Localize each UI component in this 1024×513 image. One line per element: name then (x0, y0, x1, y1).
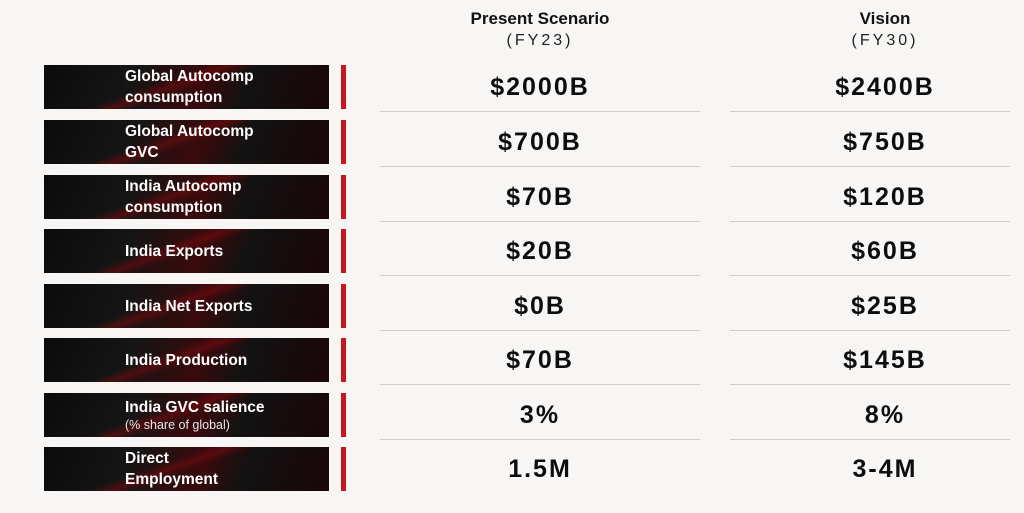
row-label-india-autocomp-consumption: India Autocomp consumption (44, 175, 329, 219)
row-accent-bar (341, 120, 346, 164)
row-label-global-autocomp-gvc: Global Autocomp GVC (44, 120, 329, 164)
row-divider (730, 275, 1010, 276)
row-label-india-exports: India Exports (44, 229, 329, 273)
row-divider (730, 330, 1010, 331)
vision-value-global-autocomp-consumption: $2400B (835, 72, 935, 101)
row-label-line1: India Autocomp (125, 178, 242, 195)
vision-value-india-autocomp-consumption: $120B (843, 182, 927, 211)
vision-period: (FY30) (851, 32, 919, 49)
row-accent-bar (341, 284, 346, 328)
vision-value-direct-employment: 3-4M (852, 454, 918, 483)
row-divider (730, 221, 1010, 222)
row-divider (380, 330, 700, 331)
row-label-line1: Global Autocomp (125, 123, 254, 140)
row-label-line1: Direct (125, 450, 169, 467)
row-label-line1: Global Autocomp (125, 68, 254, 85)
vision-value-india-exports: $60B (851, 236, 919, 265)
row-label-line2: Employment (125, 471, 219, 488)
present-value-direct-employment: 1.5M (508, 454, 572, 483)
row-divider (380, 221, 700, 222)
row-label-direct-employment: Direct Employment (44, 447, 329, 491)
present-scenario-header: Present Scenario (FY23) (380, 8, 700, 52)
present-value-india-exports: $20B (506, 236, 574, 265)
row-accent-bar (341, 229, 346, 273)
row-label-global-autocomp-consumption: Global Autocomp consumption (44, 65, 329, 109)
present-value-india-net-exports: $0B (514, 291, 566, 320)
vision-value-india-production: $145B (843, 345, 927, 374)
row-label-line1: India Net Exports (125, 297, 253, 315)
row-divider (730, 166, 1010, 167)
present-scenario-title: Present Scenario (470, 9, 610, 28)
vision-title: Vision (859, 9, 911, 28)
row-divider (380, 384, 700, 385)
present-value-india-gvc-salience: 3% (519, 400, 561, 429)
row-label-line1: India GVC salience (125, 399, 265, 416)
row-label-line2: consumption (125, 89, 223, 106)
row-label-line2: consumption (125, 199, 223, 216)
row-divider (380, 166, 700, 167)
row-accent-bar (341, 65, 346, 109)
row-divider (730, 384, 1010, 385)
present-value-global-autocomp-gvc: $700B (498, 127, 582, 156)
row-accent-bar (341, 175, 346, 219)
row-label-india-production: India Production (44, 338, 329, 382)
row-label-line2: GVC (125, 144, 159, 161)
row-divider (380, 439, 700, 440)
row-label-india-net-exports: India Net Exports (44, 284, 329, 328)
vision-value-global-autocomp-gvc: $750B (843, 127, 927, 156)
row-divider (380, 275, 700, 276)
present-value-india-autocomp-consumption: $70B (506, 182, 574, 211)
row-divider (730, 111, 1010, 112)
row-accent-bar (341, 393, 346, 437)
vision-header: Vision (FY30) (730, 8, 1024, 52)
vision-value-india-net-exports: $25B (851, 291, 919, 320)
row-label-note: (% share of global) (125, 418, 230, 432)
row-divider (380, 111, 700, 112)
present-value-india-production: $70B (506, 345, 574, 374)
row-label-line1: India Production (125, 351, 248, 369)
row-accent-bar (341, 447, 346, 491)
row-label-line1: India Exports (125, 242, 224, 260)
present-scenario-period: (FY23) (506, 32, 574, 49)
row-label-india-gvc-salience: India GVC salience (% share of global) (44, 393, 329, 437)
row-accent-bar (341, 338, 346, 382)
row-divider (730, 439, 1010, 440)
present-value-global-autocomp-consumption: $2000B (490, 72, 590, 101)
vision-value-india-gvc-salience: 8% (864, 400, 906, 429)
